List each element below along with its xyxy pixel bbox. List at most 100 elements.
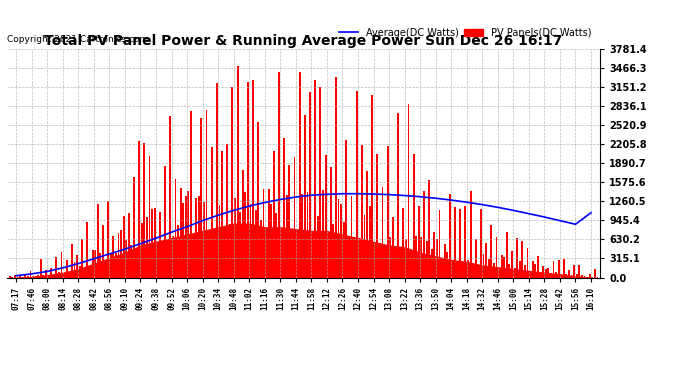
Bar (420, 237, 422, 278)
Bar (34, 276, 37, 278)
Bar (449, 194, 451, 278)
Bar (534, 264, 536, 278)
Bar (115, 253, 117, 278)
Bar (415, 236, 417, 278)
Bar (76, 255, 78, 278)
Bar (480, 209, 482, 278)
Bar (66, 261, 68, 278)
Bar (208, 249, 210, 278)
Bar (306, 192, 308, 278)
Bar (257, 122, 259, 278)
Bar (89, 267, 91, 278)
Bar (110, 254, 112, 278)
Bar (55, 256, 57, 278)
Bar (268, 189, 270, 278)
Bar (48, 275, 50, 278)
Bar (371, 95, 373, 278)
Title: Total PV Panel Power & Running Average Power Sun Dec 26 16:17: Total PV Panel Power & Running Average P… (44, 34, 563, 48)
Bar (167, 241, 168, 278)
Bar (377, 154, 378, 278)
Bar (547, 268, 549, 278)
Bar (58, 272, 60, 278)
Bar (281, 233, 282, 278)
Bar (216, 83, 218, 278)
Bar (141, 223, 143, 278)
Bar (270, 204, 272, 278)
Bar (175, 178, 177, 278)
Bar (457, 262, 459, 278)
Bar (584, 276, 585, 278)
Bar (130, 245, 132, 278)
Bar (498, 268, 500, 278)
Bar (568, 270, 570, 278)
Bar (244, 192, 246, 278)
Bar (260, 219, 262, 278)
Bar (19, 276, 21, 278)
Bar (146, 217, 148, 278)
Bar (374, 246, 376, 278)
Bar (157, 249, 158, 278)
Bar (144, 144, 146, 278)
Bar (284, 138, 285, 278)
Bar (379, 243, 381, 278)
Bar (27, 276, 29, 278)
Bar (446, 252, 448, 278)
Bar (387, 146, 388, 278)
Bar (159, 212, 161, 278)
Bar (529, 273, 531, 278)
Bar (206, 110, 208, 278)
Bar (185, 196, 187, 278)
Bar (322, 190, 324, 278)
Bar (544, 269, 546, 278)
Bar (198, 196, 199, 278)
Bar (353, 237, 355, 278)
Bar (151, 209, 153, 278)
Bar (542, 266, 544, 278)
Bar (540, 275, 542, 278)
Bar (460, 209, 461, 278)
Bar (384, 260, 386, 278)
Bar (12, 277, 13, 278)
Bar (524, 266, 526, 278)
Bar (294, 157, 295, 278)
Bar (553, 261, 554, 278)
Bar (333, 224, 335, 278)
Bar (312, 241, 313, 278)
Bar (389, 237, 391, 278)
Bar (532, 261, 533, 278)
Bar (346, 140, 347, 278)
Bar (286, 195, 288, 278)
Bar (14, 274, 16, 278)
Bar (464, 206, 466, 278)
Bar (506, 232, 508, 278)
Bar (226, 144, 228, 278)
Bar (408, 104, 409, 278)
Bar (400, 251, 402, 278)
Bar (172, 236, 174, 278)
Bar (519, 261, 521, 278)
Bar (319, 87, 322, 278)
Bar (501, 255, 502, 278)
Bar (317, 216, 319, 278)
Bar (597, 277, 598, 278)
Bar (278, 72, 280, 278)
Bar (516, 238, 518, 278)
Bar (356, 91, 357, 278)
Bar (105, 265, 106, 278)
Bar (431, 249, 433, 278)
Bar (37, 275, 39, 278)
Bar (472, 266, 474, 278)
Bar (128, 213, 130, 278)
Bar (503, 257, 505, 278)
Bar (451, 268, 453, 278)
Bar (182, 203, 184, 278)
Bar (413, 154, 415, 278)
Bar (273, 151, 275, 278)
Bar (252, 80, 254, 278)
Bar (195, 198, 197, 278)
Bar (229, 224, 230, 278)
Bar (340, 204, 342, 278)
Bar (315, 80, 316, 278)
Bar (351, 196, 353, 278)
Bar (366, 171, 368, 278)
